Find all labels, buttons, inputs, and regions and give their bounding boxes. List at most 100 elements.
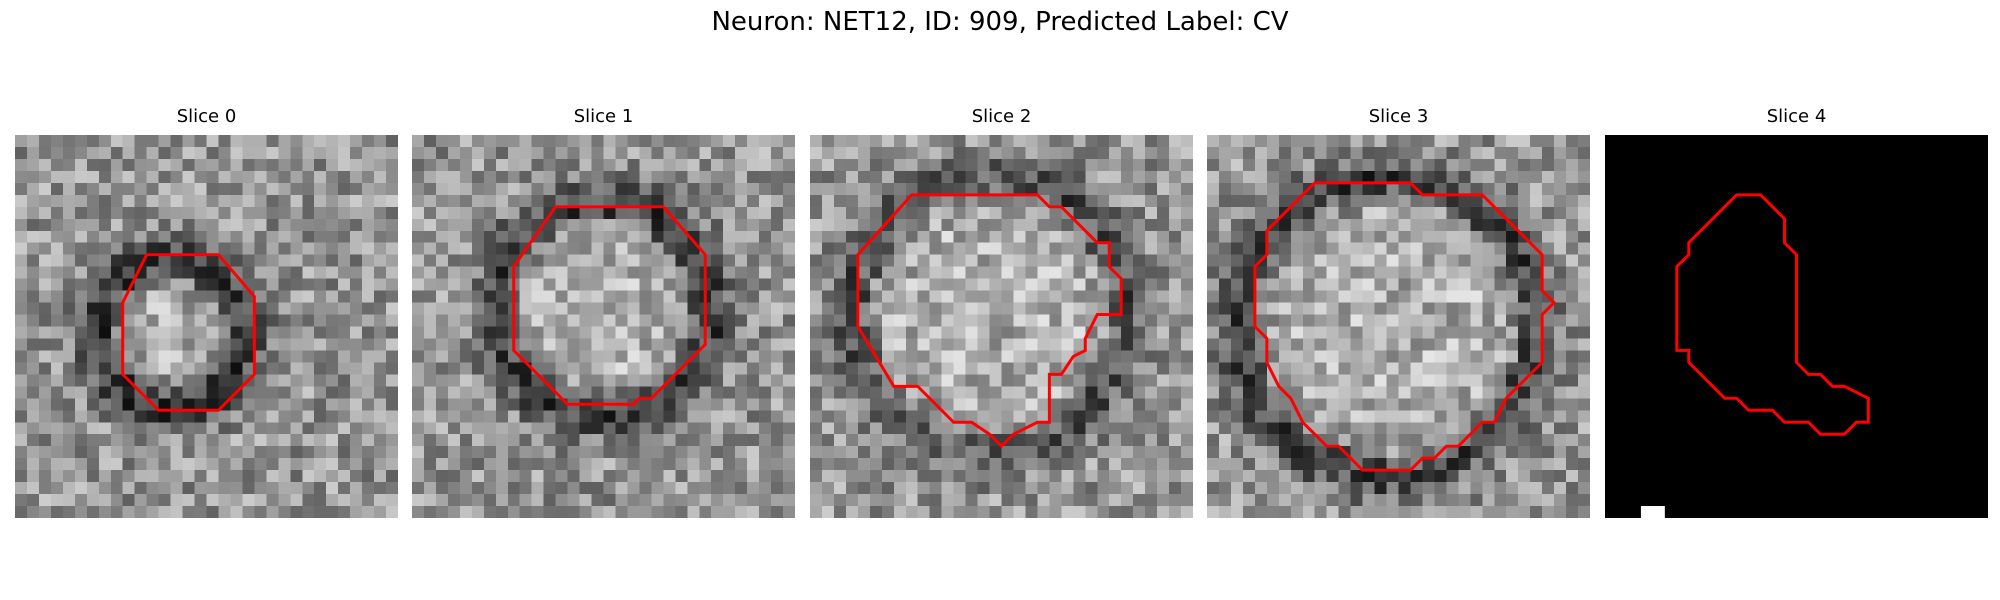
pixel: [50, 446, 64, 459]
pixel: [977, 374, 990, 387]
pixel: [302, 254, 315, 267]
pixel: [1554, 206, 1567, 220]
pixel: [1494, 194, 1507, 208]
pixel: [412, 242, 425, 255]
pixel: [833, 158, 847, 172]
pixel: [423, 422, 437, 435]
pixel: [833, 326, 847, 339]
pixel: [74, 242, 88, 255]
pixel: [711, 266, 724, 279]
pixel: [1554, 326, 1567, 339]
pixel: [386, 146, 398, 160]
pixel: [735, 338, 748, 351]
pixel: [1097, 494, 1110, 507]
pixel: [1013, 170, 1026, 184]
pixel: [675, 446, 688, 459]
pixel: [1001, 254, 1014, 267]
pixel: [591, 254, 604, 267]
pixel: [567, 314, 580, 327]
pixel: [531, 326, 544, 339]
pixel: [230, 314, 243, 327]
pixel: [881, 194, 895, 208]
pixel: [1121, 170, 1134, 184]
pixel: [675, 482, 688, 495]
pixel: [1049, 386, 1062, 399]
pixel: [543, 314, 556, 327]
pixel: [1085, 170, 1098, 184]
pixel: [783, 135, 795, 148]
pixel: [977, 254, 990, 267]
slice-image-1: [412, 135, 795, 518]
pixel: [953, 326, 966, 339]
pixel: [182, 302, 195, 315]
pixel: [735, 482, 748, 495]
pixel: [62, 494, 76, 507]
pixel: [1207, 482, 1220, 495]
pixel: [1049, 338, 1062, 351]
pixel: [723, 434, 736, 447]
pixel: [543, 146, 556, 160]
pixel: [651, 182, 664, 196]
pixel: [1290, 386, 1303, 399]
pixel: [1061, 386, 1074, 399]
pixel: [206, 242, 219, 255]
pixel: [917, 338, 930, 351]
pixel: [1230, 350, 1244, 363]
pixel: [435, 470, 449, 483]
pixel: [1157, 350, 1170, 363]
pixel: [639, 398, 652, 411]
pixel: [1458, 386, 1471, 399]
pixel: [1314, 398, 1327, 411]
pixel: [771, 290, 784, 303]
pixel: [1482, 494, 1495, 507]
pixel: [1097, 422, 1110, 435]
pixel: [98, 482, 111, 495]
pixel: [38, 314, 52, 327]
pixel: [1374, 374, 1387, 387]
pixel: [290, 482, 303, 495]
pixel: [519, 194, 532, 208]
pixel: [531, 434, 544, 447]
pixel: [1254, 170, 1268, 184]
pixel: [845, 146, 859, 160]
pixel: [374, 266, 387, 279]
pixel: [218, 218, 231, 231]
pixel: [471, 266, 485, 279]
pixel: [1073, 482, 1086, 495]
pixel: [1266, 194, 1280, 208]
pixel: [278, 182, 291, 196]
pixel: [1398, 398, 1411, 411]
pixel: [1025, 494, 1038, 507]
pixel: [917, 254, 930, 267]
pixel: [1230, 338, 1244, 351]
pixel: [627, 206, 640, 220]
pixel: [86, 146, 100, 160]
pixel: [1362, 386, 1375, 399]
pixel: [1254, 302, 1268, 315]
pixel: [603, 182, 616, 196]
pixel: [362, 314, 375, 327]
pixel: [302, 506, 315, 518]
pixel: [50, 218, 64, 231]
pixel: [1542, 398, 1555, 411]
pixel: [182, 494, 195, 507]
pixel: [1566, 350, 1579, 363]
pixel: [1121, 182, 1134, 196]
pixel: [158, 326, 171, 339]
pixel: [1085, 506, 1098, 518]
pixel: [110, 398, 123, 411]
pixel: [447, 350, 461, 363]
pixel: [1542, 170, 1555, 184]
pixel: [134, 446, 147, 459]
pixel: [1061, 470, 1074, 483]
pixel: [1242, 158, 1256, 172]
pixel: [314, 182, 327, 196]
pixel: [1470, 314, 1483, 327]
pixel: [74, 266, 88, 279]
pixel: [1121, 230, 1134, 243]
pixel: [338, 182, 351, 196]
pixel: [905, 374, 918, 387]
pixel: [170, 254, 183, 267]
pixel: [206, 494, 219, 507]
pixel: [1266, 506, 1280, 518]
